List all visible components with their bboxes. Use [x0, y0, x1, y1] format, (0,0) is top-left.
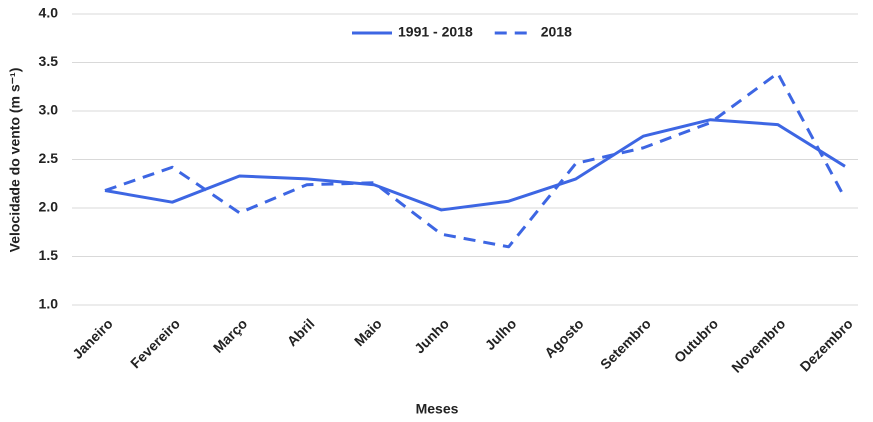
legend-label: 1991 - 2018: [398, 24, 473, 40]
series-line: [104, 118, 846, 212]
series-line: [104, 71, 847, 249]
x-tick-label: Junho: [411, 315, 452, 356]
x-tick-label: Maio: [351, 315, 385, 349]
y-tick-label: 1.0: [39, 296, 59, 312]
x-tick-label: Julho: [482, 315, 520, 353]
x-tick-label: Abril: [284, 315, 318, 349]
x-tick-label: Janeiro: [69, 315, 116, 362]
x-tick-label: Dezembro: [797, 315, 856, 374]
y-tick-label: 3.0: [39, 102, 59, 118]
y-tick-label: 2.5: [39, 150, 59, 166]
x-tick-label: Novembro: [728, 315, 788, 375]
x-axis-title: Meses: [416, 401, 459, 417]
x-tick-label: Março: [210, 315, 250, 355]
y-tick-label: 2.0: [39, 199, 59, 215]
y-tick-label: 3.5: [39, 53, 59, 69]
x-tick-label: Agosto: [541, 315, 586, 360]
legend-label: 2018: [541, 24, 572, 40]
x-tick-label: Outubro: [671, 315, 721, 365]
y-tick-label: 4.0: [39, 5, 59, 21]
y-axis-title: Velocidade do vento (m s⁻¹): [7, 68, 23, 253]
y-tick-label: 1.5: [39, 247, 59, 263]
x-tick-label: Fevereiro: [127, 315, 183, 371]
x-tick-label: Setembro: [597, 315, 654, 372]
